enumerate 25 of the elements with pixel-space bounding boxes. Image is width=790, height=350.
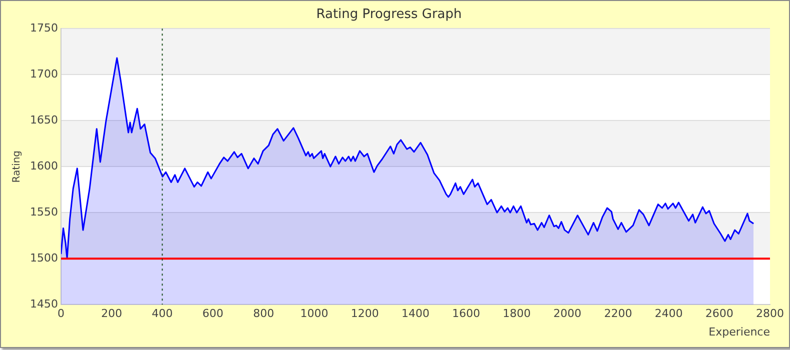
y-tick-label: 1700	[30, 67, 58, 80]
y-tick-label: 1650	[30, 113, 58, 126]
x-tick-label: 2600	[705, 307, 734, 320]
y-tick-label: 1500	[30, 251, 58, 264]
x-tick-label: 2200	[604, 307, 632, 320]
x-tick-label: 200	[101, 307, 122, 320]
y-tick-label: 1600	[30, 159, 58, 172]
y-tick-label: 1750	[30, 21, 58, 34]
x-tick-label: 2400	[654, 307, 683, 320]
x-tick-label: 400	[152, 307, 173, 320]
x-tick-label: 1800	[502, 307, 531, 320]
y-tick-label: 1450	[30, 297, 58, 310]
x-tick-label: 1200	[350, 307, 379, 320]
x-tick-label: 1000	[300, 307, 328, 320]
x-tick-label: 800	[253, 307, 274, 320]
chart-title: Rating Progress Graph	[316, 7, 462, 22]
y-tick-label: 1550	[30, 205, 58, 218]
x-tick-label: 2800	[756, 307, 784, 320]
y-axis-title: Rating	[12, 150, 23, 183]
x-tick-label: 1600	[452, 307, 480, 320]
x-tick-label: 1400	[402, 307, 430, 320]
x-tick-label: 0	[57, 307, 64, 320]
x-tick-label: 600	[202, 307, 224, 320]
x-tick-label: 2000	[553, 307, 582, 320]
x-axis-title: Experience	[708, 325, 770, 338]
